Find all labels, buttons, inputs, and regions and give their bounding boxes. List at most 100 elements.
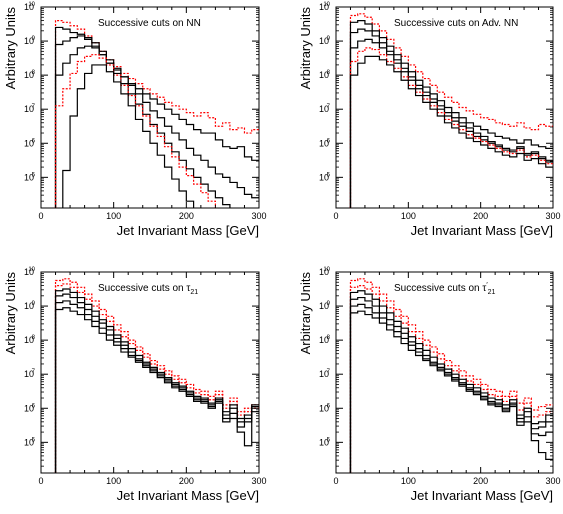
- x-tick-label: 0: [333, 211, 338, 221]
- y-tick-exponent: 7: [32, 369, 36, 375]
- series-line-5: [349, 47, 553, 208]
- y-tick-label: 10: [319, 2, 329, 12]
- y-tick-label: 10: [24, 104, 34, 114]
- y-tick-label: 10: [319, 70, 329, 80]
- x-tick-label: 100: [106, 211, 121, 221]
- x-tick-label: 200: [473, 211, 488, 221]
- y-tick-label: 10: [24, 335, 34, 345]
- series-line-3: [54, 288, 259, 473]
- y-tick-label: 10: [24, 301, 34, 311]
- series-group: [349, 13, 553, 208]
- y-tick-label: 10: [319, 104, 329, 114]
- y-tick-exponent: 10: [28, 2, 35, 8]
- y-tick-exponent: 9: [327, 36, 331, 42]
- y-tick-label: 10: [24, 267, 34, 277]
- x-tick-label: 300: [545, 211, 560, 221]
- y-tick-label: 10: [319, 138, 329, 148]
- plot-frame: [40, 6, 260, 209]
- chart-panel-2: 0 100 200 3001051061071081091010Successive …: [298, 2, 561, 238]
- chart-panel-3: 0 100 200 3001051061071081091010Successive …: [3, 267, 267, 503]
- series-line-2: [54, 26, 259, 208]
- series-line-4: [54, 293, 259, 473]
- title-symbol: τ: [186, 283, 190, 294]
- series-line-2: [349, 285, 553, 473]
- x-tick-label: 300: [545, 476, 560, 486]
- series-group: [54, 20, 259, 208]
- y-tick-label: 10: [24, 36, 34, 46]
- y-tick-exponent: 5: [327, 172, 331, 178]
- series-line-5: [54, 54, 216, 208]
- series-line-3: [54, 35, 259, 208]
- y-tick-exponent: 8: [327, 70, 331, 76]
- y-tick-exponent: 9: [32, 36, 36, 42]
- series-line-4: [349, 296, 553, 473]
- x-axis-title: Jet Invariant Mass [GeV]: [117, 223, 259, 238]
- x-tick-label: 300: [251, 211, 266, 221]
- y-tick-exponent: 9: [32, 301, 36, 307]
- x-tick-label: 0: [38, 476, 43, 486]
- y-tick-label: 10: [24, 369, 34, 379]
- plot-frame: [40, 271, 260, 474]
- y-tick-exponent: 6: [32, 403, 36, 409]
- x-tick-label: 0: [333, 476, 338, 486]
- y-tick-label: 10: [24, 70, 34, 80]
- series-line-1: [349, 13, 553, 208]
- x-tick-label: 0: [38, 211, 43, 221]
- x-tick-label: 100: [401, 211, 416, 221]
- series-line-4: [349, 38, 553, 208]
- y-tick-exponent: 6: [327, 138, 331, 144]
- y-tick-exponent: 7: [327, 369, 331, 375]
- x-tick-label: 200: [179, 476, 194, 486]
- plot-frame: [335, 6, 554, 209]
- series-line-5: [349, 303, 553, 473]
- series-group: [54, 278, 259, 473]
- plot-frame: [335, 271, 554, 474]
- x-tick-label: 300: [251, 476, 266, 486]
- x-tick-label: 100: [106, 476, 121, 486]
- y-tick-exponent: 7: [32, 104, 36, 110]
- y-tick-label: 10: [24, 138, 34, 148]
- y-tick-label: 10: [319, 267, 329, 277]
- y-axis-title: Arbitrary Units: [298, 272, 313, 355]
- chart-title: Successive cuts on NN: [98, 18, 201, 29]
- series-line-1: [349, 278, 553, 473]
- series-line-6: [62, 64, 195, 208]
- chart-panel-4: 0 100 200 3001051061071081091010Successive …: [298, 267, 561, 503]
- y-tick-label: 10: [319, 36, 329, 46]
- series-group: [349, 278, 553, 473]
- y-tick-label: 10: [24, 437, 34, 447]
- y-tick-exponent: 5: [32, 172, 36, 178]
- y-tick-exponent: 8: [32, 70, 36, 76]
- y-tick-label: 10: [319, 403, 329, 413]
- y-axis-title: Arbitrary Units: [298, 7, 313, 90]
- x-tick-label: 100: [401, 476, 416, 486]
- y-tick-exponent: 9: [327, 301, 331, 307]
- y-tick-exponent: 8: [327, 335, 331, 341]
- y-axis-title: Arbitrary Units: [3, 7, 18, 90]
- chart-panel-1: 0 100 200 3001051061071081091010Successive …: [3, 2, 267, 238]
- series-line-3: [349, 28, 553, 208]
- series-line-5: [54, 300, 259, 473]
- y-tick-exponent: 5: [32, 437, 36, 443]
- y-tick-label: 10: [24, 2, 34, 12]
- y-tick-label: 10: [24, 403, 34, 413]
- series-line-1: [54, 278, 259, 473]
- y-tick-label: 10: [319, 335, 329, 345]
- y-tick-label: 10: [24, 172, 34, 182]
- y-tick-exponent: 10: [28, 267, 35, 273]
- y-axis-title: Arbitrary Units: [3, 272, 18, 355]
- title-symbol: τ: [482, 283, 486, 294]
- series-line-6: [54, 307, 259, 473]
- chart-title: Successive cuts on Adv. NN: [394, 18, 518, 29]
- chart-title: Successive cuts on τ′21: [394, 282, 496, 296]
- x-axis-title: Jet Invariant Mass [GeV]: [411, 488, 553, 503]
- x-tick-label: 200: [473, 476, 488, 486]
- y-tick-label: 10: [319, 369, 329, 379]
- x-tick-label: 200: [179, 211, 194, 221]
- y-tick-exponent: 7: [327, 104, 331, 110]
- series-line-6: [349, 55, 553, 208]
- x-axis-title: Jet Invariant Mass [GeV]: [117, 488, 259, 503]
- series-line-2: [54, 283, 259, 473]
- series-line-6: [349, 310, 553, 473]
